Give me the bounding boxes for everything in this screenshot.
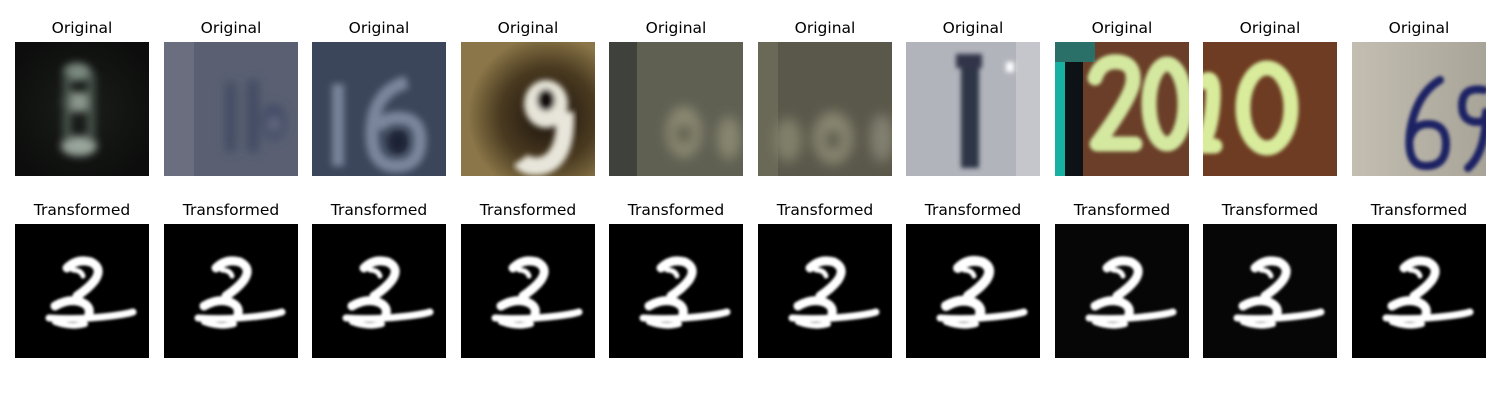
transformed-image	[15, 224, 149, 358]
original-image	[1203, 42, 1337, 176]
panel-title: Original	[497, 19, 559, 37]
panel-title: Original	[1091, 19, 1153, 37]
transformed-image	[1352, 224, 1486, 358]
transformed-image	[164, 224, 298, 358]
panel-title: Original	[200, 19, 262, 37]
panel-title: Transformed	[924, 201, 1022, 219]
original-image	[906, 42, 1040, 176]
panel-title: Transformed	[182, 201, 280, 219]
original-image	[1352, 42, 1486, 176]
panel-title: Original	[51, 19, 113, 37]
panel-title: Transformed	[1073, 201, 1171, 219]
panel-title: Transformed	[33, 201, 131, 219]
panel-title: Original	[348, 19, 410, 37]
transformed-image	[758, 224, 892, 358]
original-image	[758, 42, 892, 176]
original-image	[1055, 42, 1189, 176]
panel-title: Original	[794, 19, 856, 37]
panel-title: Transformed	[479, 201, 577, 219]
transformed-image	[1055, 224, 1189, 358]
panel-title: Transformed	[330, 201, 428, 219]
panel-title: Original	[1239, 19, 1301, 37]
original-image	[164, 42, 298, 176]
original-image	[312, 42, 446, 176]
panel-title: Transformed	[1221, 201, 1319, 219]
panel-title: Transformed	[776, 201, 874, 219]
panel-title: Transformed	[1370, 201, 1468, 219]
transformed-image	[906, 224, 1040, 358]
transformed-image	[1203, 224, 1337, 358]
transformed-image	[461, 224, 595, 358]
original-image	[461, 42, 595, 176]
original-image	[609, 42, 743, 176]
transformed-image	[609, 224, 743, 358]
panel-title: Original	[645, 19, 707, 37]
original-image	[15, 42, 149, 176]
panel-title: Transformed	[627, 201, 725, 219]
transformed-image	[312, 224, 446, 358]
panel-title: Original	[1388, 19, 1450, 37]
panel-title: Original	[942, 19, 1004, 37]
